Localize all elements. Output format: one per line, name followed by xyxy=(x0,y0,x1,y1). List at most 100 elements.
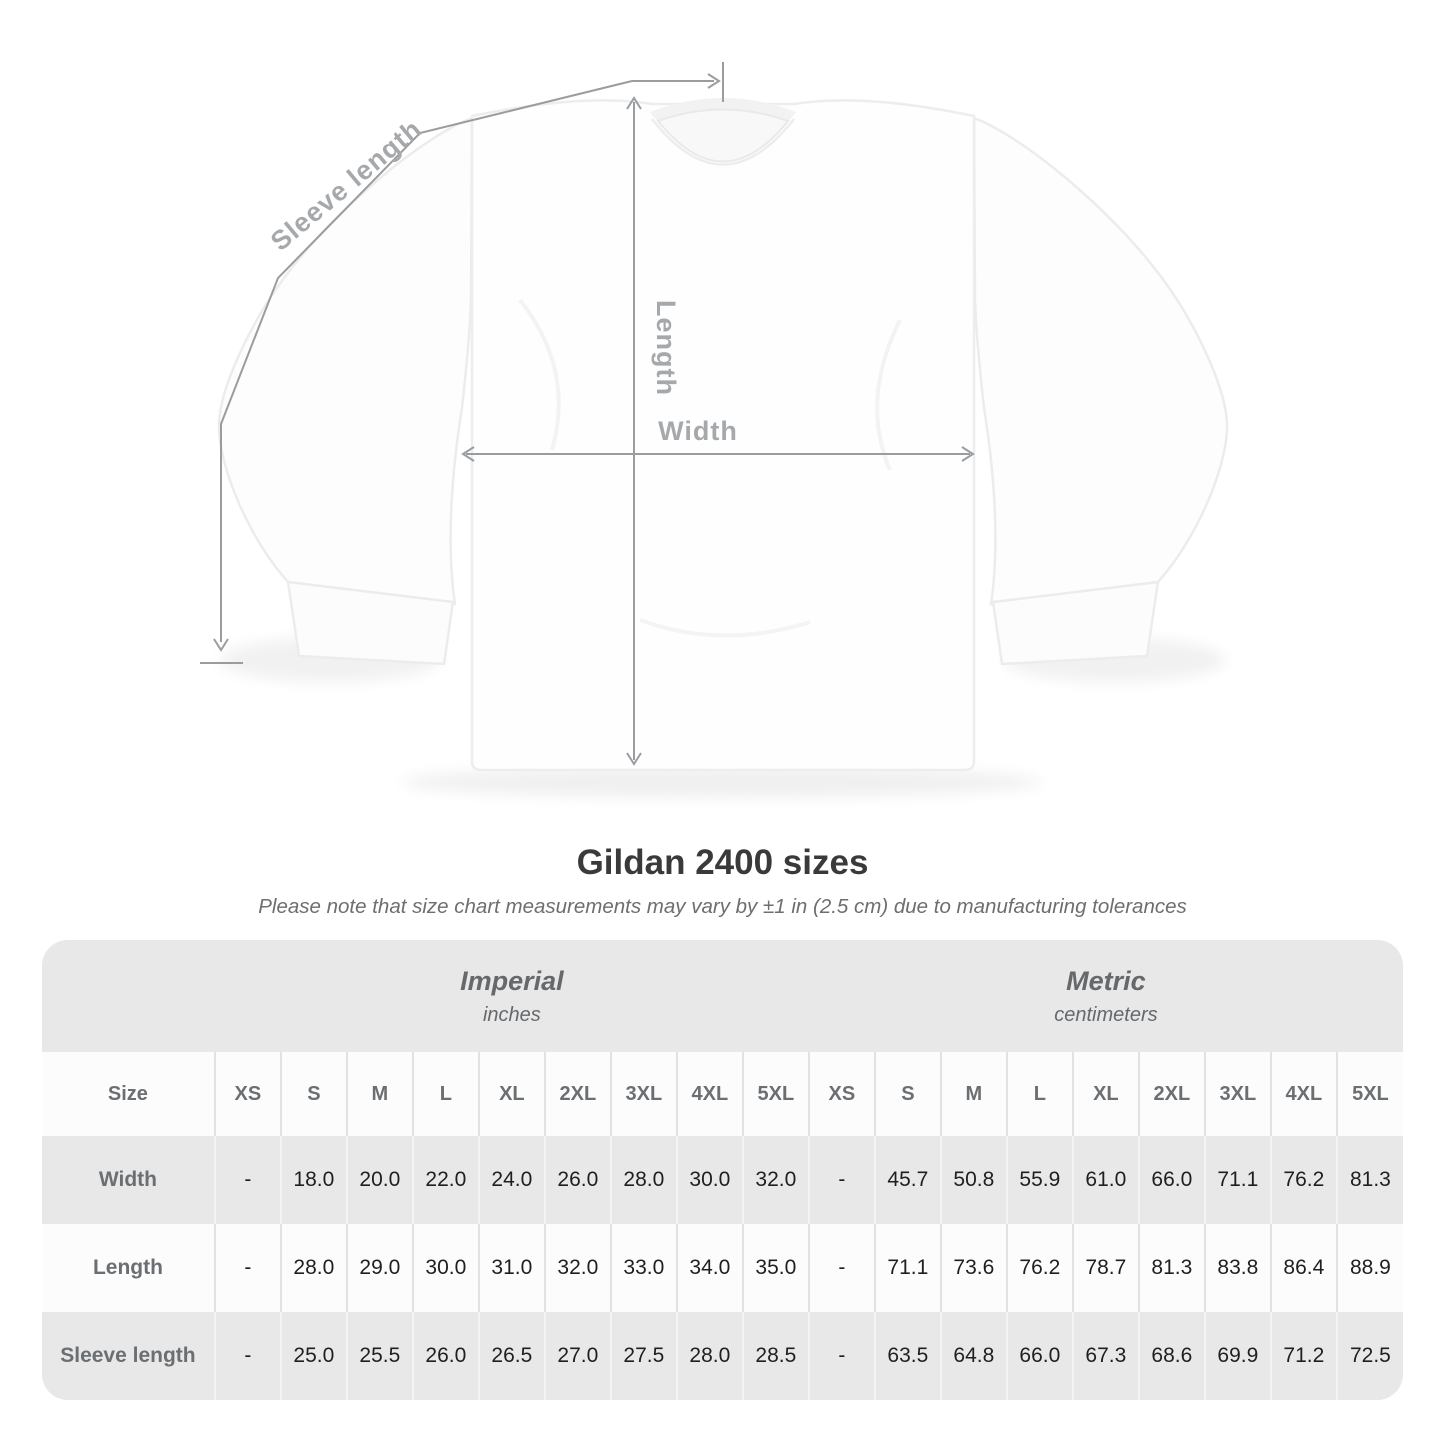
value-cell: 76.2 xyxy=(1005,1224,1073,1312)
size-cell: 4XL xyxy=(1269,1052,1337,1136)
tolerance-note: Please note that size chart measurements… xyxy=(258,895,1187,918)
row-label: Width xyxy=(42,1136,215,1224)
value-cell: 73.6 xyxy=(939,1224,1007,1312)
width-measure-line xyxy=(461,446,975,462)
value-cell: - xyxy=(807,1312,875,1400)
value-cell: 26.0 xyxy=(543,1136,611,1224)
value-cell: - xyxy=(213,1312,281,1400)
value-cell: 30.0 xyxy=(675,1136,743,1224)
value-cell: 55.9 xyxy=(1005,1136,1073,1224)
wrinkle xyxy=(518,298,561,451)
value-cell: 76.2 xyxy=(1269,1136,1337,1224)
sleeve-length-measure-line xyxy=(200,62,724,664)
shirt-measurement-diagram: Sleeve length Length Width xyxy=(200,62,1229,798)
value-cell: 28.0 xyxy=(279,1224,347,1312)
size-cell: L xyxy=(1005,1052,1073,1136)
value-cell: 32.0 xyxy=(741,1136,809,1224)
size-cell: S xyxy=(279,1052,347,1136)
value-cell: 20.0 xyxy=(345,1136,413,1224)
value-cell: 64.8 xyxy=(939,1312,1007,1400)
size-cell: 2XL xyxy=(543,1052,611,1136)
imperial-sublabel: inches xyxy=(482,1003,541,1026)
value-cell: 81.3 xyxy=(1137,1224,1205,1312)
length-measure-line xyxy=(626,96,642,766)
imperial-header: Imperial inches xyxy=(214,940,809,1052)
value-cell: 32.0 xyxy=(543,1224,611,1312)
metric-label: Metric xyxy=(1066,965,1146,996)
value-cell: 29.0 xyxy=(345,1224,413,1312)
value-cell: 67.3 xyxy=(1071,1312,1139,1400)
value-cell: - xyxy=(807,1136,875,1224)
value-cell: 35.0 xyxy=(741,1224,809,1312)
width-row: Width - 18.0 20.0 22.0 24.0 26.0 28.0 30… xyxy=(42,1136,1403,1224)
page-title: Gildan 2400 sizes xyxy=(576,843,869,882)
length-label: Length xyxy=(651,300,681,396)
left-cuff xyxy=(286,580,455,666)
sleeve-length-row: Sleeve length - 25.0 25.5 26.0 26.5 27.0… xyxy=(42,1312,1403,1400)
value-cell: 72.5 xyxy=(1335,1312,1403,1400)
value-cell: 28.0 xyxy=(675,1312,743,1400)
shirt-illustration xyxy=(217,98,1229,798)
value-cell: 24.0 xyxy=(477,1136,545,1224)
size-cell: S xyxy=(873,1052,941,1136)
value-cell: 71.1 xyxy=(1203,1136,1271,1224)
width-label: Width xyxy=(658,416,738,446)
value-cell: 28.0 xyxy=(609,1136,677,1224)
size-cell: 5XL xyxy=(1335,1052,1403,1136)
value-cell: 86.4 xyxy=(1269,1224,1337,1312)
collar-opening xyxy=(656,108,790,163)
value-cell: 31.0 xyxy=(477,1224,545,1312)
metric-header: Metric centimeters xyxy=(808,940,1403,1052)
value-cell: 27.0 xyxy=(543,1312,611,1400)
size-table-container: Imperial inches Metric centimeters Size … xyxy=(42,940,1403,1400)
shirt-body xyxy=(470,99,976,772)
value-cell: 66.0 xyxy=(1137,1136,1205,1224)
row-label: Sleeve length xyxy=(42,1312,215,1400)
size-cell: M xyxy=(345,1052,413,1136)
size-cell: XL xyxy=(1071,1052,1139,1136)
size-cell: 5XL xyxy=(741,1052,809,1136)
metric-sublabel: centimeters xyxy=(1054,1003,1158,1026)
value-cell: 25.5 xyxy=(345,1312,413,1400)
right-sleeve xyxy=(972,116,1229,606)
size-table: Imperial inches Metric centimeters Size … xyxy=(42,940,1403,1400)
value-cell: 69.9 xyxy=(1203,1312,1271,1400)
size-cell: 4XL xyxy=(675,1052,743,1136)
size-cell: 3XL xyxy=(609,1052,677,1136)
value-cell: 26.5 xyxy=(477,1312,545,1400)
value-cell: 30.0 xyxy=(411,1224,479,1312)
size-cell: 2XL xyxy=(1137,1052,1205,1136)
shirt-shadow xyxy=(402,766,1042,798)
value-cell: 71.1 xyxy=(873,1224,941,1312)
value-cell: - xyxy=(807,1224,875,1312)
value-cell: - xyxy=(213,1224,281,1312)
title-block: Gildan 2400 sizes Please note that size … xyxy=(0,843,1445,919)
unit-header-row: Imperial inches Metric centimeters xyxy=(42,940,1403,1052)
right-cuff xyxy=(991,580,1160,666)
value-cell: 68.6 xyxy=(1137,1312,1205,1400)
size-cell: XL xyxy=(477,1052,545,1136)
corner-cell xyxy=(42,940,215,1052)
value-cell: 34.0 xyxy=(675,1224,743,1312)
value-cell: - xyxy=(213,1136,281,1224)
size-cell: XS xyxy=(807,1052,875,1136)
value-cell: 26.0 xyxy=(411,1312,479,1400)
value-cell: 78.7 xyxy=(1071,1224,1139,1312)
value-cell: 28.5 xyxy=(741,1312,809,1400)
row-label: Length xyxy=(42,1224,215,1312)
value-cell: 50.8 xyxy=(939,1136,1007,1224)
size-cell: 3XL xyxy=(1203,1052,1271,1136)
collar-front-seam xyxy=(651,118,795,166)
value-cell: 83.8 xyxy=(1203,1224,1271,1312)
size-header-row: Size XS S M L XL 2XL 3XL 4XL 5XL XS S M … xyxy=(42,1052,1403,1136)
value-cell: 22.0 xyxy=(411,1136,479,1224)
value-cell: 71.2 xyxy=(1269,1312,1337,1400)
value-cell: 18.0 xyxy=(279,1136,347,1224)
value-cell: 66.0 xyxy=(1005,1312,1073,1400)
length-row: Length - 28.0 29.0 30.0 31.0 32.0 33.0 3… xyxy=(42,1224,1403,1312)
size-cell: M xyxy=(939,1052,1007,1136)
value-cell: 45.7 xyxy=(873,1136,941,1224)
value-cell: 33.0 xyxy=(609,1224,677,1312)
value-cell: 63.5 xyxy=(873,1312,941,1400)
